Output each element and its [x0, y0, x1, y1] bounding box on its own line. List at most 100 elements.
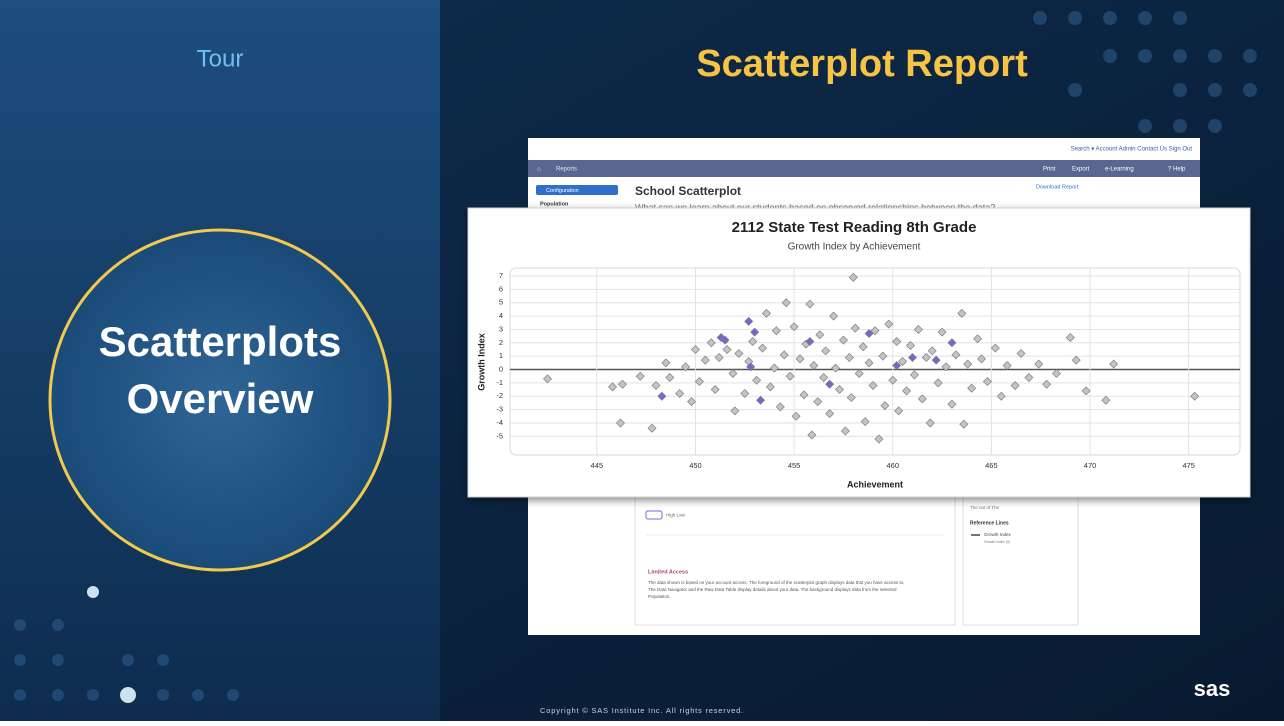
point: [848, 272, 858, 282]
point: [748, 336, 758, 346]
point: [1034, 359, 1044, 369]
point: [542, 374, 552, 384]
point: [661, 358, 671, 368]
point: [657, 391, 667, 401]
point: [765, 382, 775, 392]
point: [675, 389, 685, 399]
point: [750, 327, 760, 337]
limited-title: Limited Access: [648, 569, 688, 575]
nav-item[interactable]: Export: [1072, 167, 1090, 173]
point: [1052, 369, 1062, 379]
circle-text: Overview: [127, 375, 314, 422]
point: [1190, 391, 1200, 401]
point: [740, 389, 750, 399]
y-tick-label: -3: [496, 405, 503, 414]
legend-toggle[interactable]: [645, 510, 663, 520]
point: [898, 357, 908, 366]
point: [977, 354, 987, 364]
point: [771, 326, 781, 336]
topic-circle: [48, 228, 392, 572]
limited-text: Population.: [648, 594, 671, 599]
point: [809, 361, 819, 371]
point: [909, 370, 919, 380]
point: [706, 338, 716, 348]
slide-title: Scatterplot Report: [696, 43, 1028, 85]
point: [844, 352, 854, 362]
point: [700, 355, 710, 365]
logo: sas: [1194, 676, 1231, 701]
point: [874, 434, 884, 444]
point: [858, 342, 868, 352]
point: [694, 377, 704, 387]
nav-bar: [528, 160, 1200, 177]
nav-item[interactable]: Reports: [556, 167, 577, 173]
point: [758, 343, 768, 353]
limited-text: The data shown is based on your account …: [648, 580, 904, 585]
y-tick-label: 1: [499, 351, 503, 360]
point: [781, 298, 791, 308]
point: [756, 395, 766, 405]
decor-dot: [87, 586, 99, 598]
nav-item[interactable]: e-Learning: [1105, 167, 1134, 173]
point: [846, 393, 856, 403]
limited-text: The Data Navigator and the Raw Data Tabl…: [648, 587, 897, 592]
point: [973, 334, 983, 344]
point: [884, 319, 894, 329]
side-panel: [962, 496, 1079, 626]
y-tick-label: 5: [499, 298, 503, 307]
point: [906, 340, 916, 350]
point: [937, 327, 947, 337]
home-icon[interactable]: ⌂: [537, 167, 541, 173]
point: [957, 308, 967, 318]
config-button[interactable]: [536, 185, 618, 195]
x-tick-label: 445: [591, 461, 604, 470]
info-panel: [634, 496, 956, 626]
decor-dots: [14, 11, 1257, 701]
point: [931, 355, 941, 365]
download-link[interactable]: Download Report: [1036, 184, 1079, 190]
point: [1024, 373, 1034, 383]
point: [730, 406, 740, 416]
nav-item[interactable]: ? Help: [1168, 167, 1186, 173]
y-tick-label: 4: [499, 311, 503, 320]
legend-text: High Low: [666, 513, 686, 518]
x-tick-label: 475: [1182, 461, 1195, 470]
point: [647, 423, 657, 433]
point: [907, 352, 917, 362]
point: [927, 346, 937, 356]
point: [888, 375, 898, 385]
point: [728, 369, 738, 379]
nav-item[interactable]: Print: [1043, 167, 1056, 173]
point: [791, 411, 801, 421]
point: [795, 354, 805, 364]
point: [714, 352, 724, 362]
y-tick-label: -4: [496, 418, 503, 427]
point: [925, 418, 935, 428]
point: [880, 401, 890, 411]
point: [635, 371, 645, 381]
point: [892, 336, 902, 346]
point: [819, 373, 829, 383]
y-tick-label: 3: [499, 324, 503, 333]
y-axis-label: Growth Index: [476, 333, 486, 391]
point: [892, 361, 902, 371]
y-tick-label: 0: [499, 364, 503, 373]
point: [821, 346, 831, 356]
point: [878, 351, 888, 361]
point: [829, 311, 839, 321]
point: [651, 381, 661, 391]
x-tick-label: 450: [689, 461, 702, 470]
chart-title: 2112 State Test Reading 8th Grade: [732, 219, 977, 236]
x-axis-label: Achievement: [847, 479, 903, 489]
point: [1042, 379, 1052, 389]
point: [665, 373, 675, 383]
point: [951, 350, 961, 360]
point: [799, 390, 809, 400]
point: [775, 402, 785, 412]
reference-title: Reference Lines: [970, 520, 1009, 526]
point: [720, 335, 730, 345]
top-links[interactable]: Search ▾ Account Admin Contact Us Sign O…: [1071, 147, 1193, 153]
point: [933, 378, 943, 388]
sidebar-item[interactable]: Population: [540, 201, 569, 207]
